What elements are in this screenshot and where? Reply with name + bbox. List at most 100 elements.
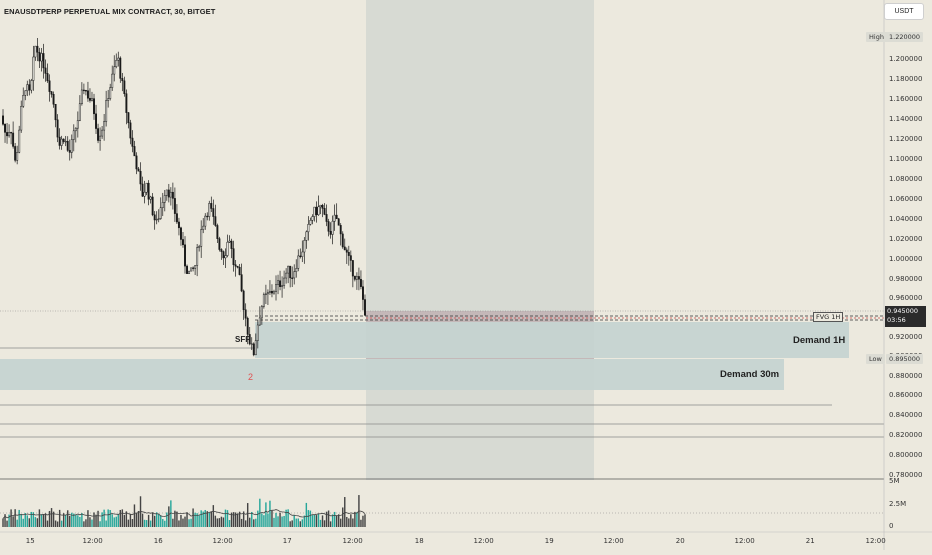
candle-body (246, 317, 249, 335)
volume-bar (303, 515, 306, 527)
volume-bar (64, 514, 67, 527)
volume-bar (224, 509, 227, 527)
candle-body (218, 238, 221, 250)
wave-label: 2 (248, 372, 254, 382)
volume-bar (364, 514, 366, 527)
volume-bar (242, 511, 245, 527)
volume-bar (107, 509, 109, 527)
volume-bar (79, 516, 81, 527)
volume-bar (305, 502, 308, 527)
volume-bar (52, 511, 55, 527)
candle-body (60, 138, 63, 146)
volume-bar (155, 512, 158, 527)
volume-bar (56, 521, 59, 527)
candle-body (343, 246, 346, 251)
candle-body (291, 277, 294, 279)
candle-body (333, 214, 336, 222)
price-axis-label: 1.020000 (889, 235, 923, 243)
volume-bar (222, 517, 225, 527)
candle-body (115, 60, 118, 68)
candle-body (323, 208, 326, 215)
candle-body (151, 196, 154, 216)
candle-body (70, 139, 73, 153)
volume-bar (91, 519, 93, 527)
volume-bar (113, 517, 115, 527)
demand-1h-label: Demand 1H (793, 335, 846, 346)
candle-body (353, 275, 356, 280)
candle-body (149, 196, 152, 200)
price-axis-label: 1.180000 (889, 75, 923, 83)
volume-bar (50, 508, 53, 527)
time-axis-label: 12:00 (865, 537, 886, 545)
volume-bar (192, 508, 194, 527)
volume-bar (75, 514, 77, 527)
volume-bar (168, 506, 170, 527)
candle-body (48, 80, 51, 92)
fvg-label: FVG 1H (813, 312, 844, 322)
candle-body (101, 129, 104, 137)
volume-bar (62, 513, 65, 527)
volume-bar (176, 511, 178, 527)
candle-body (76, 120, 79, 129)
price-axis-label: 0.780000 (889, 471, 923, 479)
candle-body (192, 267, 195, 269)
candle-body (244, 309, 247, 319)
volume-bar (210, 511, 213, 527)
volume-bar (297, 518, 299, 527)
volume-bar (123, 514, 126, 527)
candle-body (256, 324, 259, 341)
candle-body (64, 140, 67, 143)
volume-bar (226, 510, 229, 527)
volume-bar (337, 514, 340, 527)
candle-body (182, 239, 184, 246)
volume-bar (115, 516, 117, 527)
volume-bar (327, 510, 330, 527)
volume-bar (24, 513, 26, 527)
candle-body (54, 103, 57, 121)
volume-bar (20, 514, 22, 527)
candle-body (97, 128, 100, 141)
volume-bar (30, 511, 33, 527)
volume-bar (228, 520, 231, 527)
current-price-tag: 0.945000 03:56 (885, 306, 926, 327)
volume-bar (103, 509, 105, 527)
candle-body (26, 84, 29, 92)
volume-bar (315, 515, 318, 527)
candle-body (72, 130, 75, 140)
candle-body (167, 189, 170, 198)
candle-body (264, 293, 267, 295)
volume-bar (220, 516, 223, 527)
volume-bar (172, 518, 174, 527)
volume-bar (331, 514, 334, 527)
candle-body (248, 334, 251, 345)
currency-button[interactable]: USDT (884, 3, 924, 20)
candle-body (234, 264, 237, 267)
volume-bar (4, 514, 6, 527)
volume-bar (14, 509, 16, 527)
volume-bar (32, 512, 35, 527)
volume-bar (301, 519, 304, 527)
volume-bar (149, 520, 152, 527)
candle-body (315, 206, 318, 216)
candle-body (78, 103, 81, 121)
volume-bar (214, 515, 217, 527)
candle-body (129, 122, 132, 139)
candle-body (250, 343, 253, 345)
volume-bar (141, 513, 144, 527)
candle-body (327, 221, 330, 232)
volume-bar (158, 513, 160, 527)
volume-bar (38, 509, 41, 527)
volume-bar (273, 517, 275, 527)
volume-bar (182, 518, 184, 527)
volume-bar (99, 521, 101, 527)
candle-body (273, 291, 275, 294)
candle-body (351, 260, 354, 277)
candle-body (242, 290, 245, 311)
candle-body (200, 229, 203, 247)
candle-body (262, 294, 265, 307)
candle-body (62, 138, 65, 142)
volume-bar (16, 519, 18, 527)
volume-bar (143, 519, 146, 527)
